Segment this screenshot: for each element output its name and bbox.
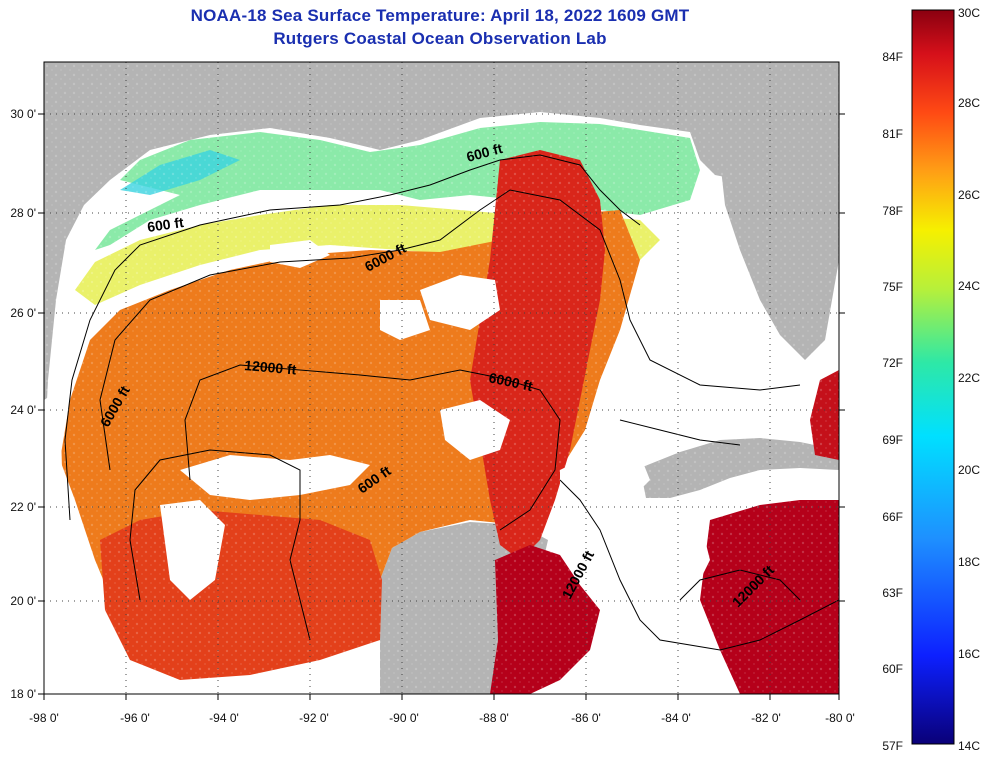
graticule <box>44 62 839 694</box>
lat-label: 22 0' <box>10 500 36 514</box>
colorbar-f-label: 72F <box>882 356 903 370</box>
colorbar-f-label: 78F <box>882 204 903 218</box>
colorbar-celsius: 30C 28C 26C 24C 22C 20C 18C 16C 14C <box>958 6 980 753</box>
colorbar-fahrenheit: 84F 81F 78F 75F 72F 69F 66F 63F 60F 57F <box>882 50 903 753</box>
map-title: NOAA-18 Sea Surface Temperature: April 1… <box>190 6 690 25</box>
lon-label: -80 0' <box>825 711 855 725</box>
contour-label: 12000 ft <box>244 357 298 378</box>
colorbar-f-label: 75F <box>882 280 903 294</box>
lon-label: -92 0' <box>299 711 329 725</box>
lat-label: 30 0' <box>10 107 36 121</box>
contour-label: 600 ft <box>146 214 185 235</box>
colorbar-f-label: 63F <box>882 586 903 600</box>
lat-label: 18 0' <box>10 687 36 701</box>
lat-label: 24 0' <box>10 403 36 417</box>
colorbar <box>911 9 955 745</box>
colorbar-f-label: 69F <box>882 433 903 447</box>
colorbar-f-label: 66F <box>882 510 903 524</box>
map-frame <box>43 61 840 695</box>
longitude-labels: -98 0' -96 0' -94 0' -92 0' -90 0' -88 0… <box>29 711 855 725</box>
latitude-labels: 30 0' 28 0' 26 0' 24 0' 22 0' 20 0' 18 0… <box>10 107 36 701</box>
colorbar-c-label: 18C <box>958 555 980 569</box>
colorbar-f-label: 57F <box>882 739 903 753</box>
tick-marks <box>38 113 845 700</box>
colorbar-c-label: 22C <box>958 371 980 385</box>
lat-label: 20 0' <box>10 594 36 608</box>
lon-label: -88 0' <box>479 711 509 725</box>
colorbar-f-label: 60F <box>882 662 903 676</box>
colorbar-c-label: 26C <box>958 188 980 202</box>
lon-label: -96 0' <box>120 711 150 725</box>
lat-label: 26 0' <box>10 306 36 320</box>
colorbar-c-label: 16C <box>958 647 980 661</box>
lon-label: -94 0' <box>209 711 239 725</box>
lon-label: -84 0' <box>661 711 691 725</box>
bathymetry-contours <box>64 154 839 651</box>
lon-label: -86 0' <box>571 711 601 725</box>
lat-label: 28 0' <box>10 206 36 220</box>
map-subtitle: Rutgers Coastal Ocean Observation Lab <box>273 29 607 48</box>
lon-label: -82 0' <box>751 711 781 725</box>
colorbar-c-label: 20C <box>958 463 980 477</box>
colorbar-f-label: 81F <box>882 127 903 141</box>
colorbar-c-label: 28C <box>958 96 980 110</box>
colorbar-c-label: 14C <box>958 739 980 753</box>
lon-label: -98 0' <box>29 711 59 725</box>
colorbar-c-label: 24C <box>958 279 980 293</box>
colorbar-c-label: 30C <box>958 6 980 20</box>
colorbar-f-label: 84F <box>882 50 903 64</box>
lon-label: -90 0' <box>389 711 419 725</box>
